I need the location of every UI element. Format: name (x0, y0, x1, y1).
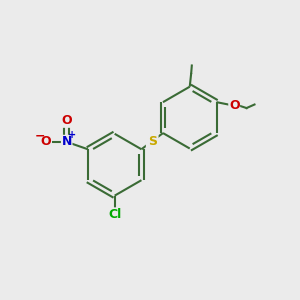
Text: +: + (68, 130, 76, 140)
Text: −: − (35, 130, 45, 142)
Text: O: O (41, 135, 51, 148)
Text: N: N (61, 135, 72, 148)
Text: Cl: Cl (108, 208, 121, 221)
Text: S: S (148, 135, 157, 148)
Text: O: O (61, 114, 72, 127)
Text: O: O (229, 99, 239, 112)
